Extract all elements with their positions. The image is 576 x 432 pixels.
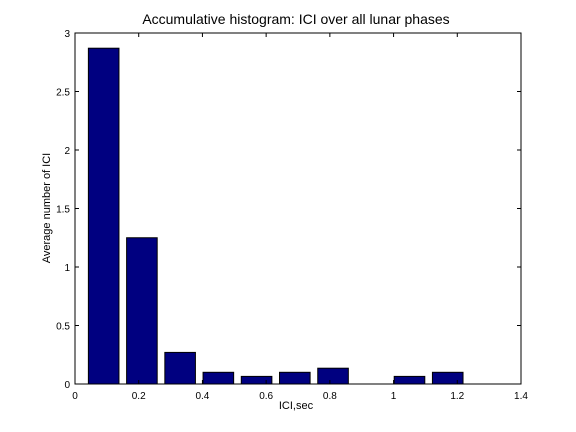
x-tick-label: 1 [391,391,397,402]
y-tick-label: 2 [64,146,70,157]
histogram-bar [279,371,311,385]
x-tick-label: 0 [72,391,78,402]
x-tick-label: 1.4 [514,391,528,402]
histogram-bar [202,371,235,385]
histogram-bar [126,237,158,385]
x-tick-label: 0.8 [323,391,337,402]
x-axis-label: ICI,sec [279,400,314,412]
y-axis-ticks: 0 0.5 1 1.5 2 2.5 3 [56,29,521,391]
y-axis-label: Average number of ICI [41,153,53,263]
chart-title: Accumulative histogram: ICI over all lun… [142,11,449,27]
histogram-bar [240,375,273,385]
histogram-bar [164,351,196,385]
y-tick-label: 0.5 [56,322,70,333]
x-tick-label: 0.6 [259,391,273,402]
y-tick-label: 1.5 [56,205,70,216]
x-axis-ticks: 0 0.2 0.4 0.6 0.8 1 1.2 1.4 [72,33,528,402]
histogram-bar [393,375,426,385]
y-tick-label: 3 [64,29,70,40]
x-tick-label: 0.2 [132,391,146,402]
histogram-bar [87,47,120,385]
bars-group [87,47,464,385]
histogram-bar [431,371,464,385]
histogram-bar [317,367,349,385]
y-tick-label: 1 [64,263,70,274]
y-tick-label: 0 [64,380,70,391]
x-tick-label: 0.4 [195,391,209,402]
y-tick-label: 2.5 [56,88,70,99]
x-tick-label: 1.2 [450,391,464,402]
